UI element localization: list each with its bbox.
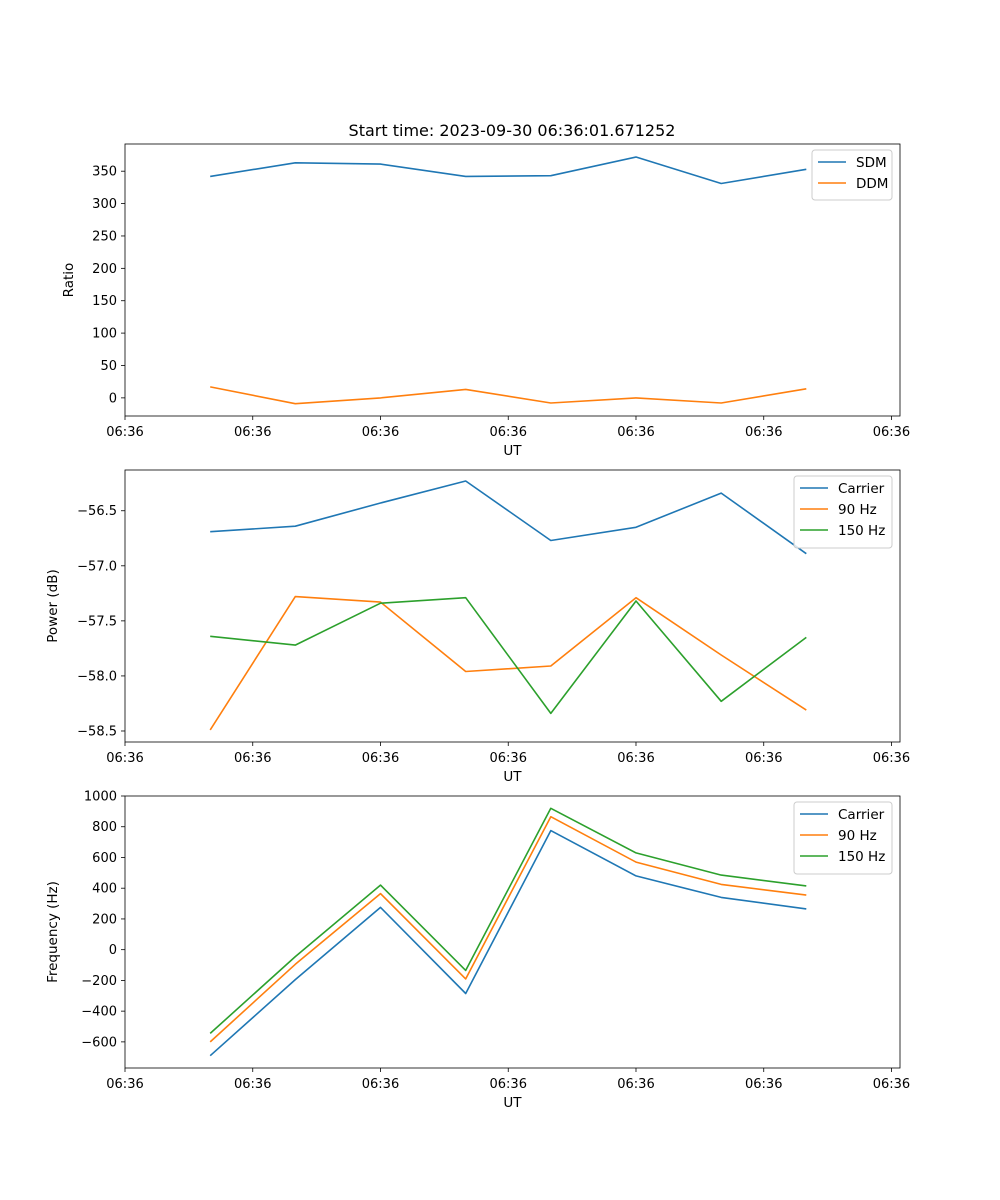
series-line-90-hz: [209, 815, 807, 1043]
series-line-ddm: [210, 386, 807, 405]
y-tick-label: 150: [92, 294, 117, 309]
chart-title: Start time: 2023-09-30 06:36:01.671252: [349, 121, 676, 140]
series-line-carrier: [210, 480, 807, 555]
y-tick-label: 350: [92, 165, 117, 180]
series-line-carrier: [209, 829, 807, 1057]
y-tick-label: 100: [92, 327, 117, 342]
y-tick-label: −600: [81, 1035, 117, 1050]
y-tick-label: 600: [92, 851, 117, 866]
x-tick-label: 06:36: [362, 751, 399, 766]
x-axis-label: UT: [503, 1095, 522, 1111]
x-tick-label: 06:36: [106, 425, 143, 440]
legend-entry: Carrier: [838, 481, 885, 497]
panel-0: 06:36 06:36 06:36 06:36 06:36 06:36 06:36 UT 0 50…: [61, 143, 910, 459]
legend-entry: 90 Hz: [838, 502, 877, 518]
x-tick-label: 06:36: [106, 1077, 143, 1092]
x-tick-label: 06:36: [873, 751, 910, 766]
y-axis-label: Frequency (Hz): [45, 881, 61, 983]
legend: Carrier 90 Hz 150 Hz: [793, 475, 893, 549]
x-tick-label: 06:36: [234, 425, 271, 440]
series-line-150-hz: [209, 807, 807, 1034]
y-tick-label: −57.0: [77, 559, 117, 574]
legend-entry: Carrier: [838, 807, 885, 823]
y-tick-label: −57.5: [77, 614, 117, 629]
y-tick-label: 1000: [84, 790, 117, 805]
y-tick-label: 800: [92, 820, 117, 835]
panel-1: 06:36 06:36 06:36 06:36 06:36 06:36 06:36 UT −58…: [45, 469, 910, 785]
x-tick-label: 06:36: [873, 425, 910, 440]
series-line-150-hz: [210, 596, 807, 715]
x-tick-label: 06:36: [234, 1077, 271, 1092]
panel-2: 06:36 06:36 06:36 06:36 06:36 06:36 06:36 UT −60…: [45, 790, 910, 1112]
legend-entry: 90 Hz: [838, 828, 877, 844]
axes-frame: [124, 469, 901, 743]
x-tick-label: 06:36: [745, 1077, 782, 1092]
legend-entry: 150 Hz: [838, 849, 885, 865]
axes-frame: [124, 795, 901, 1069]
y-tick-label: −400: [81, 1005, 117, 1020]
x-tick-label: 06:36: [745, 751, 782, 766]
x-tick-label: 06:36: [873, 1077, 910, 1092]
legend-entry: 150 Hz: [838, 523, 885, 539]
x-tick-label: 06:36: [617, 751, 654, 766]
y-tick-label: 300: [92, 197, 117, 212]
y-tick-label: 50: [100, 359, 117, 374]
x-tick-label: 06:36: [617, 1077, 654, 1092]
legend: SDM DDM: [811, 149, 893, 201]
y-tick-label: 0: [109, 943, 117, 958]
legend-entry: DDM: [856, 176, 888, 192]
y-tick-label: −58.0: [77, 669, 117, 684]
y-tick-label: 200: [92, 262, 117, 277]
series-line-sdm: [210, 156, 807, 185]
series-line-90-hz: [209, 595, 807, 731]
x-tick-label: 06:36: [617, 425, 654, 440]
axes-frame: [124, 143, 901, 417]
x-tick-label: 06:36: [490, 1077, 527, 1092]
y-tick-label: −56.5: [77, 504, 117, 519]
x-tick-label: 06:36: [362, 1077, 399, 1092]
x-tick-label: 06:36: [106, 751, 143, 766]
legend-entry: SDM: [856, 155, 887, 171]
x-axis-label: UT: [503, 769, 522, 785]
x-axis-label: UT: [503, 443, 522, 459]
legend: Carrier 90 Hz 150 Hz: [793, 801, 893, 875]
x-tick-label: 06:36: [490, 751, 527, 766]
y-tick-label: 250: [92, 229, 117, 244]
y-tick-label: −200: [81, 974, 117, 989]
y-axis-label: Ratio: [61, 263, 77, 298]
y-tick-label: 0: [109, 391, 117, 406]
x-tick-label: 06:36: [362, 425, 399, 440]
x-tick-label: 06:36: [745, 425, 782, 440]
x-tick-label: 06:36: [490, 425, 527, 440]
x-tick-label: 06:36: [234, 751, 271, 766]
y-axis-label: Power (dB): [45, 569, 61, 642]
y-tick-label: −58.5: [77, 724, 117, 739]
y-tick-label: 200: [92, 912, 117, 927]
y-tick-label: 400: [92, 882, 117, 897]
